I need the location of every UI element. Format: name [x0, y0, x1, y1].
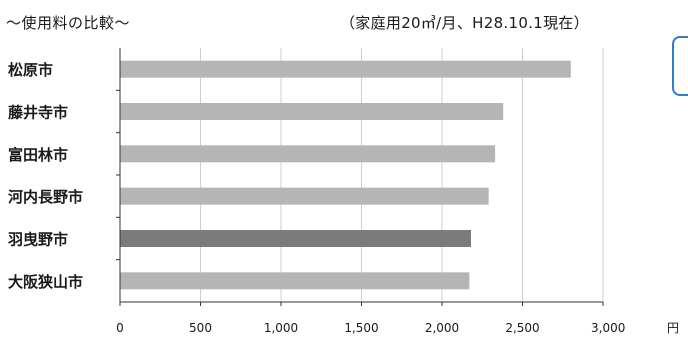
x-axis-unit: 円: [667, 321, 679, 335]
grid-lines: [200, 48, 604, 302]
side-callout-box: [672, 36, 688, 96]
axes: [116, 48, 604, 306]
category-label: 大阪狭山市: [8, 273, 83, 291]
bars: [120, 60, 571, 290]
bar: [120, 103, 504, 120]
bar: [120, 145, 496, 163]
bar: [120, 230, 471, 247]
category-label: 富田林市: [8, 146, 68, 164]
bar: [120, 60, 571, 78]
bar: [120, 272, 470, 290]
x-tick-label: 2,000: [425, 321, 459, 335]
x-tick-label: 0: [116, 321, 124, 335]
bar: [120, 187, 489, 205]
category-label: 藤井寺市: [8, 104, 68, 122]
chart-title: 〜使用料の比較〜: [6, 14, 131, 32]
category-label: 羽曳野市: [8, 231, 68, 249]
x-tick-label: 1,000: [264, 321, 298, 335]
x-tick-label: 1,500: [344, 321, 378, 335]
x-tick-label: 3,000: [591, 321, 625, 335]
chart-subtitle: （家庭用20㎥/月、H28.10.1現在）: [340, 14, 589, 32]
category-label: 河内長野市: [8, 188, 83, 206]
x-tick-label: 500: [189, 321, 212, 335]
x-tick-label: 2,500: [505, 321, 539, 335]
category-label: 松原市: [8, 61, 53, 79]
